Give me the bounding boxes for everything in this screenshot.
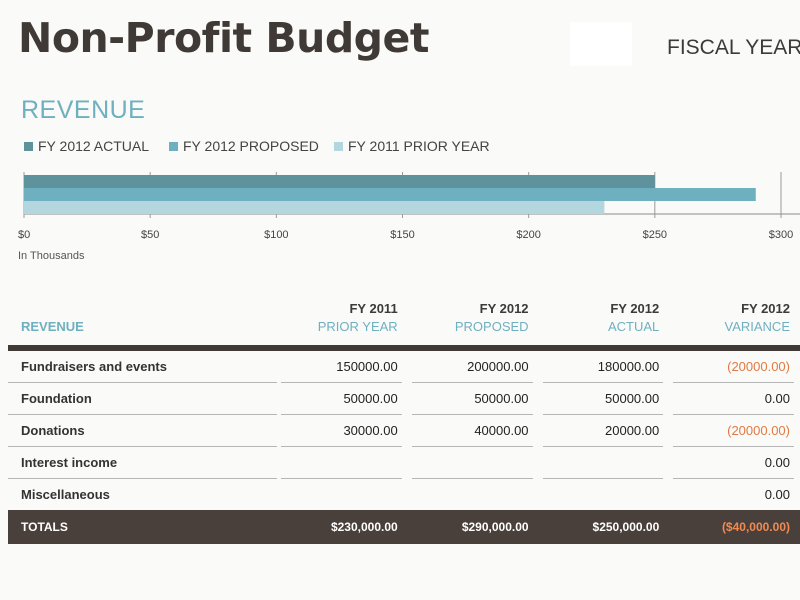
cell-actual[interactable]: 50000.00 xyxy=(539,383,670,415)
cell-value xyxy=(412,479,533,510)
chart-x-tick-label: $50 xyxy=(141,229,159,241)
cell-value xyxy=(280,447,402,479)
cell-proposed[interactable]: 50000.00 xyxy=(408,383,539,415)
chart-bar-fy-2012-proposed xyxy=(24,188,756,201)
column-sub-proposed: PROPOSED xyxy=(454,319,529,334)
chart-x-tick-label: $250 xyxy=(643,229,667,241)
legend-item-actual: FY 2012 ACTUAL xyxy=(24,138,149,154)
total-prior-year: $230,000.00 xyxy=(276,510,408,544)
legend-label-actual: FY 2012 ACTUAL xyxy=(38,138,150,154)
table-row[interactable]: Foundation 50000.00 50000.00 50000.00 0.… xyxy=(8,383,800,415)
chart-x-tick-label: $100 xyxy=(264,229,288,241)
legend-label-prior: FY 2011 PRIOR YEAR xyxy=(348,138,490,154)
cell-value: 200000.00 xyxy=(411,351,533,383)
legend-swatch-actual xyxy=(24,141,33,151)
row-label[interactable]: Foundation xyxy=(8,383,277,415)
revenue-bar-chart: $0 $50 $100 $150 $200 $250 $300 xyxy=(18,172,800,241)
header-divider-cell xyxy=(8,345,800,351)
table-row[interactable]: Miscellaneous 0.00 xyxy=(8,479,800,510)
table-row[interactable]: Interest income 0.00 xyxy=(8,447,800,479)
row-label[interactable]: Interest income xyxy=(8,447,277,479)
table-row[interactable]: Donations 30000.00 40000.00 20000.00 (20… xyxy=(8,415,800,447)
cell-actual[interactable] xyxy=(539,479,670,510)
cell-proposed[interactable] xyxy=(408,479,539,510)
cell-value: (20000.00) xyxy=(673,351,794,383)
column-header-proposed: FY 2012 xyxy=(479,301,529,316)
cell-value: 30000.00 xyxy=(280,415,402,447)
row-label[interactable]: Fundraisers and events xyxy=(8,351,277,383)
cell-value xyxy=(543,479,664,510)
chart-x-tick-label: $200 xyxy=(516,229,540,241)
table-row[interactable]: Fundraisers and events 150000.00 200000.… xyxy=(8,351,800,383)
cell-prior-year[interactable]: 150000.00 xyxy=(277,351,408,383)
cell-value xyxy=(542,447,664,479)
cell-prior-year[interactable] xyxy=(277,479,408,510)
column-header-prior-year: FY 2011 xyxy=(349,301,398,316)
chart-unit-note: In Thousands xyxy=(18,250,85,262)
cell-proposed[interactable]: 200000.00 xyxy=(408,351,539,383)
cell-value: 50000.00 xyxy=(542,383,664,415)
cell-variance[interactable]: 0.00 xyxy=(669,447,800,479)
cell-prior-year[interactable]: 30000.00 xyxy=(277,415,408,447)
legend-label-proposed: FY 2012 PROPOSED xyxy=(183,138,319,154)
total-proposed: $290,000.00 xyxy=(407,510,539,544)
table-header-sub-row: REVENUE PRIOR YEAR PROPOSED ACTUAL VARIA… xyxy=(8,316,800,345)
chart-bar-fy-2011-prior-year xyxy=(24,201,605,214)
totals-row: TOTALS $230,000.00 $290,000.00 $250,000.… xyxy=(8,510,800,544)
legend-swatch-proposed xyxy=(169,141,178,151)
chart-bar-fy-2012-actual xyxy=(24,175,655,188)
cell-variance[interactable]: 0.00 xyxy=(669,383,800,415)
cell-value: (20000.00) xyxy=(673,415,794,447)
legend-swatch-prior xyxy=(334,141,343,151)
cell-value: 50000.00 xyxy=(280,383,402,415)
cell-proposed[interactable]: 40000.00 xyxy=(408,415,539,447)
cell-variance[interactable]: (20000.00) xyxy=(669,415,800,447)
chart-x-tick-label: $150 xyxy=(390,229,414,241)
column-sub-actual: ACTUAL xyxy=(607,319,660,334)
legend-item-prior: FY 2011 PRIOR YEAR xyxy=(334,138,490,154)
header-divider xyxy=(8,345,800,351)
cell-value: 50000.00 xyxy=(411,383,533,415)
column-sub-variance: VARIANCE xyxy=(724,319,791,334)
cell-actual[interactable]: 180000.00 xyxy=(539,351,670,383)
column-header-variance: FY 2012 xyxy=(741,301,790,316)
legend-item-proposed: FY 2012 PROPOSED xyxy=(169,138,319,154)
section-title: REVENUE xyxy=(21,96,146,124)
fiscal-year-input[interactable] xyxy=(570,22,632,66)
revenue-table: FY 2011 FY 2012 FY 2012 FY 2012 REVENUE … xyxy=(8,288,800,544)
totals-label: TOTALS xyxy=(8,510,277,544)
column-header-actual: FY 2012 xyxy=(610,301,660,316)
cell-value: 20000.00 xyxy=(542,415,664,447)
column-sub-prior-year: PRIOR YEAR xyxy=(317,319,398,334)
cell-prior-year[interactable] xyxy=(277,447,408,479)
cell-value: 0.00 xyxy=(673,447,794,479)
cell-value: 150000.00 xyxy=(280,351,402,383)
cell-actual[interactable]: 20000.00 xyxy=(539,415,670,447)
cell-value: 0.00 xyxy=(673,383,794,415)
cell-variance[interactable]: 0.00 xyxy=(669,479,800,510)
total-actual: $250,000.00 xyxy=(538,510,670,544)
cell-variance[interactable]: (20000.00) xyxy=(669,351,800,383)
table-header-fy-row: FY 2011 FY 2012 FY 2012 FY 2012 xyxy=(8,288,800,316)
cell-value: 180000.00 xyxy=(542,351,664,383)
cell-value: 0.00 xyxy=(764,487,790,502)
cell-prior-year[interactable]: 50000.00 xyxy=(277,383,408,415)
total-variance: ($40,000.00) xyxy=(669,510,800,544)
column-header-revenue: REVENUE xyxy=(21,319,84,334)
fiscal-year-label: FISCAL YEAR xyxy=(667,36,800,59)
cell-value xyxy=(281,479,402,510)
row-label[interactable]: Miscellaneous xyxy=(21,487,110,502)
cell-proposed[interactable] xyxy=(408,447,539,479)
row-label[interactable]: Donations xyxy=(8,415,277,447)
cell-value: 40000.00 xyxy=(411,415,533,447)
page-title: Non-Profit Budget xyxy=(18,14,429,62)
cell-actual[interactable] xyxy=(539,447,670,479)
cell-value xyxy=(411,447,533,479)
chart-x-tick-label: $300 xyxy=(769,229,793,241)
chart-x-tick-label: $0 xyxy=(18,229,30,241)
header-empty xyxy=(8,288,277,316)
